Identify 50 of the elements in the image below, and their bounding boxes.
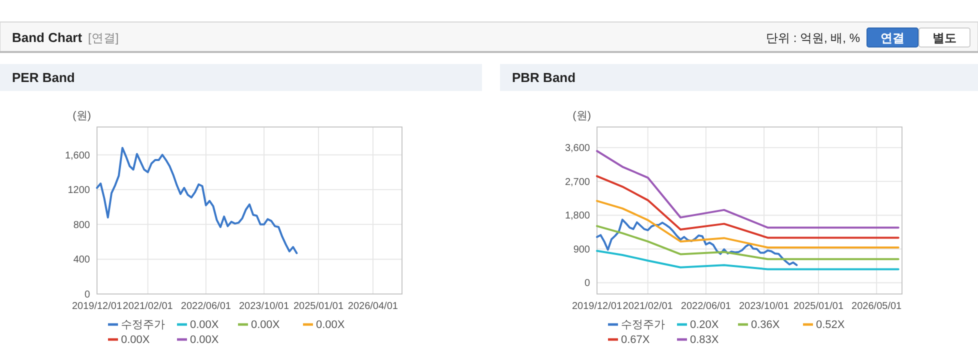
line-series: [596, 150, 900, 229]
x-tick-label: 2026/05/01: [852, 301, 902, 312]
y-tick-label: 1200: [68, 185, 90, 196]
line-series: [96, 146, 298, 254]
x-tick-label: 2019/12/01: [72, 301, 122, 312]
line-series: [596, 175, 900, 239]
legend-label: 수정주가: [121, 319, 165, 331]
legend-label: 0.20X: [690, 319, 720, 331]
legend-label: 0.00X: [316, 319, 346, 331]
x-tick-label: 2019/12/01: [572, 301, 622, 312]
chart-title: PER Band: [12, 70, 75, 85]
y-axis-title: (원): [572, 110, 591, 122]
y-tick-label: 1,800: [564, 210, 590, 222]
y-tick-label: 1,600: [64, 150, 90, 162]
text: 별도: [932, 31, 956, 45]
text: 단위 : 억원, 배, %: [766, 31, 860, 45]
x-tick-label: 2026/04/01: [348, 301, 398, 312]
text: 연결: [880, 31, 904, 45]
x-tick-label: 2021/02/01: [622, 301, 674, 312]
y-tick-label: 900: [573, 244, 590, 256]
legend-label: 0.83X: [690, 334, 720, 346]
legend-label: 0.00X: [251, 319, 280, 331]
line-series: [596, 250, 900, 270]
y-tick-label: 400: [73, 254, 90, 266]
x-tick-label: 2022/06/01: [180, 301, 232, 312]
y-tick-label: 3,600: [564, 143, 590, 154]
line-series: [596, 200, 900, 248]
x-tick-label: 2021/02/01: [122, 301, 174, 312]
y-tick-label: 0: [584, 278, 590, 290]
y-tick-label: 0: [84, 290, 90, 300]
line-series: [596, 225, 900, 260]
y-tick-label: 800: [73, 220, 90, 231]
x-tick-label: 2023/10/01: [238, 301, 290, 312]
chart-title: PBR Band: [512, 70, 576, 85]
y-axis-title: (원): [72, 110, 91, 122]
line-series: [596, 218, 798, 266]
legend-label: 0.00X: [190, 334, 220, 346]
legend-label: 0.36X: [751, 319, 780, 331]
legend-label: 0.00X: [121, 334, 150, 346]
legend-label: 0.52X: [816, 319, 846, 331]
legend-label: 0.00X: [190, 319, 220, 331]
y-tick-label: 2,700: [564, 176, 590, 188]
text: Band Chart: [12, 30, 83, 45]
x-tick-label: 2025/01/01: [793, 301, 844, 312]
legend-label: 수정주가: [621, 319, 665, 331]
x-tick-label: 2023/10/01: [738, 301, 790, 312]
x-tick-label: 2022/06/01: [680, 301, 732, 312]
legend-label: 0.67X: [621, 334, 650, 346]
x-tick-label: 2025/01/01: [293, 301, 344, 312]
text: [연결]: [88, 31, 119, 45]
